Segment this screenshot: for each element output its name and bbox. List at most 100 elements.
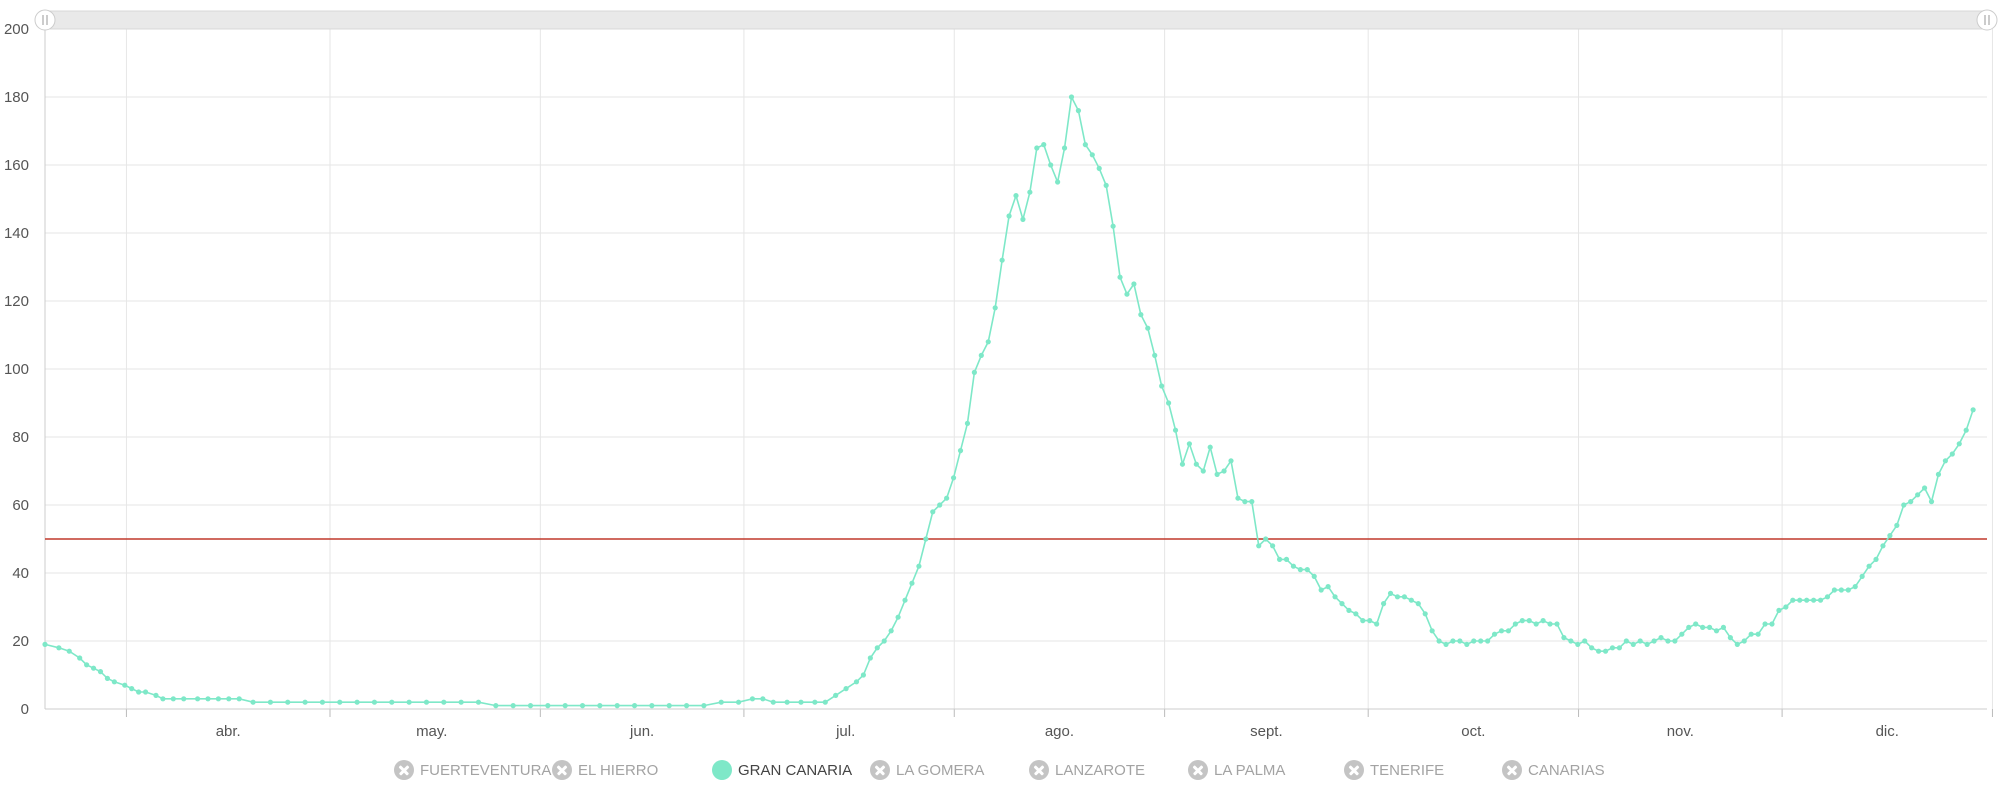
navigator-handle-left[interactable] xyxy=(34,9,56,31)
data-point xyxy=(1942,458,1948,464)
legend-item-la-gomera[interactable]: LA GOMERA xyxy=(870,755,984,785)
data-point xyxy=(1290,563,1297,569)
data-point xyxy=(1464,641,1470,648)
data-point xyxy=(1935,471,1942,477)
data-point xyxy=(1769,621,1775,627)
legend-item-la-palma[interactable]: LA PALMA xyxy=(1188,755,1285,785)
data-point xyxy=(1575,641,1581,648)
legend-label: EL HIERRO xyxy=(578,761,659,779)
data-point xyxy=(1845,587,1851,593)
data-point xyxy=(749,696,756,702)
x-tick-label: nov. xyxy=(1667,723,1694,740)
data-point xyxy=(784,699,790,705)
data-point xyxy=(205,696,211,702)
data-point xyxy=(1325,584,1331,590)
legend-item-el-hierro[interactable]: EL HIERRO xyxy=(552,755,658,785)
data-point xyxy=(1630,641,1636,648)
legend-item-tenerife[interactable]: TENERIFE xyxy=(1344,755,1444,785)
navigator-handle-right[interactable] xyxy=(1976,9,1998,31)
navigator-track[interactable] xyxy=(44,10,1988,30)
legend-item-gran-canaria[interactable]: GRAN CANARIA xyxy=(712,755,852,785)
data-point xyxy=(957,448,964,454)
data-point xyxy=(562,703,568,709)
data-point xyxy=(142,689,149,695)
data-point xyxy=(1644,641,1650,648)
axes: 0 20 40 60 80 100 120 140 160 180 200 abr. may. jun. j… xyxy=(4,21,1993,740)
legend-item-fuerteventura[interactable]: FUERTEVENTURA xyxy=(394,755,551,785)
data-point xyxy=(930,509,936,515)
data-point xyxy=(66,648,72,654)
data-point xyxy=(1304,567,1310,573)
data-point xyxy=(1901,502,1907,508)
data-point xyxy=(1408,597,1414,603)
data-point xyxy=(895,614,901,620)
data-point xyxy=(1700,624,1706,631)
data-point xyxy=(888,628,894,634)
data-point xyxy=(874,645,880,651)
data-point xyxy=(1103,182,1109,188)
legend-item-canarias[interactable]: CANARIAS xyxy=(1502,755,1605,785)
data-point xyxy=(1082,142,1088,148)
range-navigator[interactable] xyxy=(34,9,1998,31)
legend-label: TENERIFE xyxy=(1370,761,1445,779)
data-point xyxy=(1471,638,1477,644)
data-point xyxy=(1658,635,1664,641)
close-circle-icon xyxy=(394,760,414,780)
data-point xyxy=(215,696,221,702)
close-circle-icon xyxy=(1502,760,1522,780)
data-point xyxy=(1776,607,1782,614)
data-point xyxy=(999,257,1005,263)
data-point xyxy=(1970,407,1976,413)
data-point xyxy=(319,699,326,705)
data-point xyxy=(1672,638,1678,644)
data-point xyxy=(881,638,887,644)
data-point xyxy=(1894,522,1900,529)
data-point xyxy=(194,696,201,702)
data-point xyxy=(1270,543,1276,549)
data-point xyxy=(853,679,860,685)
data-point xyxy=(1762,621,1768,627)
data-point xyxy=(909,580,915,586)
data-point xyxy=(992,305,998,311)
data-point xyxy=(1152,352,1158,358)
data-point xyxy=(978,352,984,358)
data-point xyxy=(181,696,187,702)
legend-label: LA PALMA xyxy=(1214,761,1286,779)
series-marker-icon xyxy=(712,760,732,780)
legend-label: GRAN CANARIA xyxy=(738,761,853,779)
data-point xyxy=(1387,590,1394,597)
legend-item-lanzarote[interactable]: LANZAROTE xyxy=(1029,755,1145,785)
close-circle-icon xyxy=(552,760,572,780)
data-point xyxy=(1179,461,1186,467)
data-point xyxy=(1401,594,1407,600)
data-point xyxy=(597,703,603,709)
line-chart: 0 20 40 60 80 100 120 140 160 180 200 abr. may. jun. j… xyxy=(4,9,1998,740)
data-point xyxy=(1734,641,1740,648)
data-point xyxy=(1963,427,1969,433)
data-point xyxy=(944,495,950,501)
data-point xyxy=(937,502,943,508)
data-point xyxy=(77,655,83,661)
data-point xyxy=(1804,597,1810,603)
x-tick-label: jul. xyxy=(835,723,855,740)
data-point xyxy=(1450,638,1456,644)
data-point xyxy=(1686,624,1692,631)
data-point xyxy=(510,703,516,709)
data-point xyxy=(1928,499,1935,505)
data-point xyxy=(683,703,690,709)
data-point xyxy=(1013,193,1019,199)
data-point xyxy=(1547,621,1553,627)
data-point xyxy=(1117,274,1123,280)
y-tick-label: 140 xyxy=(4,225,29,242)
y-tick-label: 160 xyxy=(4,157,29,174)
data-point xyxy=(1138,312,1144,318)
data-point xyxy=(1665,638,1671,644)
data-point xyxy=(1526,618,1532,624)
data-point xyxy=(1651,638,1657,644)
data-point xyxy=(1020,216,1026,222)
data-point xyxy=(250,699,256,705)
data-point xyxy=(1519,618,1525,624)
data-point xyxy=(860,672,867,678)
data-point xyxy=(337,699,343,705)
data-point xyxy=(1956,441,1962,447)
